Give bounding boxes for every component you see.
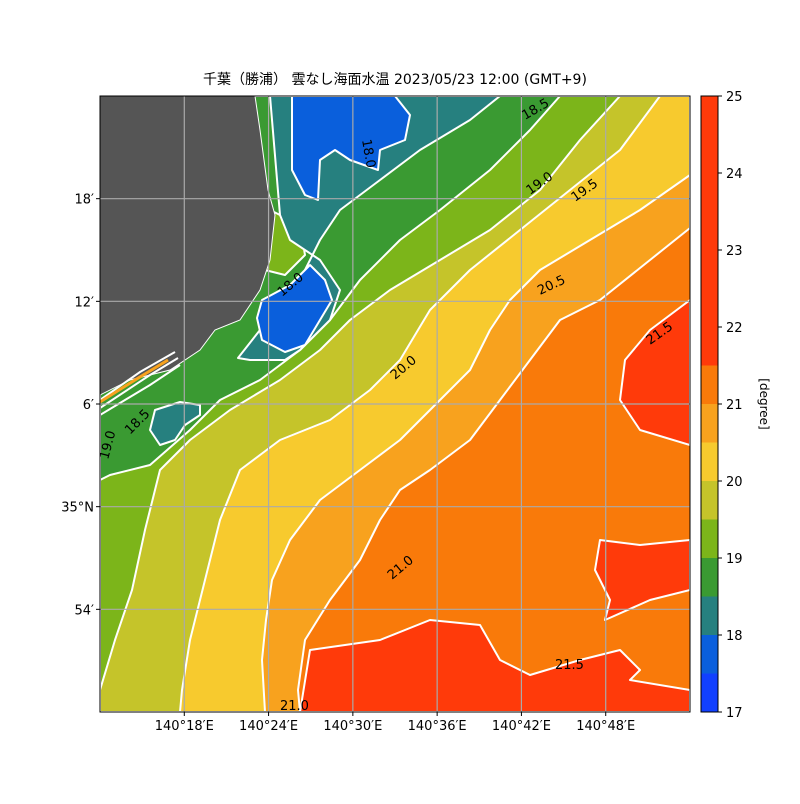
- colorbar: 17 18 19 20 21 22 23 24 25 [degree]: [700, 90, 771, 721]
- coast-contours: [100, 351, 181, 416]
- colorbar-tick-label: 24: [726, 167, 743, 182]
- x-tick-label: 140°42′E: [492, 719, 551, 734]
- y-tick-label: 12′: [75, 295, 95, 310]
- contour-label: 21.0: [280, 699, 309, 714]
- band-18: [149, 96, 501, 446]
- x-tick-label: 140°18′E: [155, 719, 214, 734]
- colorbar-tick-label: 21: [726, 398, 743, 413]
- colorbar-tick-label: 23: [726, 244, 743, 259]
- contour-label: 21.5: [555, 658, 584, 673]
- colorbar-segment: [701, 365, 718, 404]
- y-tick-label: 18′: [75, 193, 95, 208]
- colorbar-segment: [701, 596, 718, 635]
- colorbar-tick-label: 17: [726, 706, 743, 721]
- y-tick-label: 54′: [75, 603, 95, 618]
- x-tick-label: 140°36′E: [408, 719, 467, 734]
- band-21-5: [299, 299, 690, 712]
- y-tick-label: 6′: [83, 398, 94, 413]
- colorbar-label: [degree]: [757, 378, 771, 429]
- colorbar-segment: [701, 558, 718, 597]
- colorbar-segment: [701, 96, 718, 366]
- colorbar-tick-label: 20: [726, 475, 743, 490]
- colorbar-tick-label: 18: [726, 629, 743, 644]
- coast-warm: [100, 358, 169, 404]
- colorbar-segment: [701, 673, 718, 712]
- grid: [100, 96, 690, 712]
- colorbar-tick-label: 19: [726, 552, 743, 567]
- colorbar-tick-label: 25: [726, 90, 743, 105]
- colorbar-segment: [701, 404, 718, 443]
- contour-label: 19.0: [97, 429, 119, 461]
- title: 千葉（勝浦） 雲なし海面水温 2023/05/23 12:00 (GMT+9): [203, 72, 587, 88]
- colorbar-segment: [701, 635, 718, 674]
- band-17-5: [256, 96, 411, 353]
- x-tick-label: 140°24′E: [239, 719, 298, 734]
- x-tick-label: 140°30′E: [323, 719, 382, 734]
- colorbar-segment: [701, 442, 718, 481]
- contour-label: 18.0: [358, 138, 378, 169]
- colorbar-segment: [701, 481, 718, 520]
- colorbar-tick-label: 22: [726, 321, 743, 336]
- x-tick-label: 140°48′E: [576, 719, 635, 734]
- colorbar-segment: [701, 519, 718, 558]
- y-tick-label: 35°N: [61, 501, 94, 516]
